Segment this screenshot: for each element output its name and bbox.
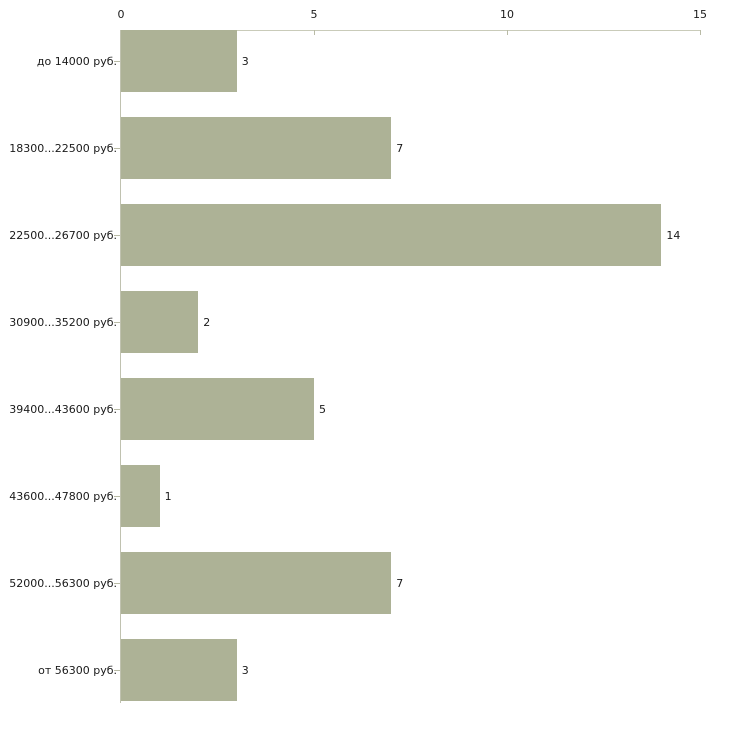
bar-value-label: 7: [396, 577, 404, 590]
bar[interactable]: [121, 117, 392, 179]
category-label: 30900...35200 руб.: [9, 316, 117, 329]
y-tick: [114, 670, 120, 671]
category-label: 22500...26700 руб.: [9, 229, 117, 242]
bar-value-label: 3: [241, 664, 249, 677]
bar-value-label: 5: [319, 403, 326, 416]
y-tick: [114, 148, 120, 149]
y-axis-line: [120, 30, 121, 703]
x-axis-line: [121, 30, 700, 31]
bar-value-label: 2: [203, 316, 211, 329]
x-tick-label: 0: [117, 8, 125, 21]
x-tick-label: 5: [310, 8, 318, 21]
category-label: 18300...22500 руб.: [9, 142, 117, 155]
bar[interactable]: [121, 639, 237, 701]
bar[interactable]: [121, 552, 392, 614]
bar[interactable]: [121, 204, 662, 266]
bar[interactable]: [121, 465, 160, 527]
x-tick-5: [314, 30, 315, 35]
x-tick-label: 10: [500, 8, 514, 21]
y-tick: [114, 61, 120, 62]
category-label: 39400...43600 руб.: [9, 403, 117, 416]
bar-value-label: 1: [164, 490, 172, 503]
y-tick: [114, 322, 120, 323]
bar[interactable]: [121, 30, 237, 92]
x-tick-label: 15: [693, 8, 707, 21]
y-tick: [114, 583, 120, 584]
y-tick: [114, 235, 120, 236]
category-label: 43600...47800 руб.: [9, 490, 117, 503]
bar-value-label: 3: [241, 55, 249, 68]
category-label: от 56300 руб.: [38, 664, 117, 677]
bar[interactable]: [121, 291, 199, 353]
x-tick-15: [700, 30, 701, 35]
y-tick: [114, 496, 120, 497]
category-label: 52000...56300 руб.: [9, 577, 117, 590]
bar-value-label: 14: [666, 229, 681, 242]
bar-value-label: 7: [396, 142, 404, 155]
x-tick-10: [507, 30, 508, 35]
y-tick: [114, 409, 120, 410]
category-label: до 14000 руб.: [36, 55, 117, 68]
bar[interactable]: [121, 378, 314, 440]
